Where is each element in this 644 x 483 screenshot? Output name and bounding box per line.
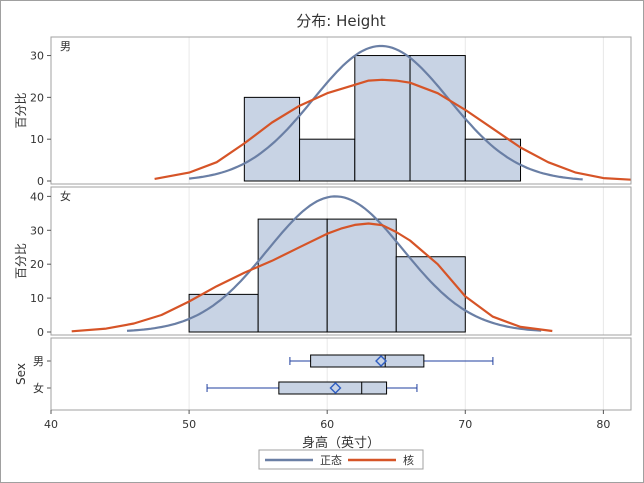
y-axis-label: 百分比 — [14, 243, 28, 279]
box — [310, 354, 425, 368]
y-tick-label: 30 — [30, 224, 44, 237]
category-label: 男 — [33, 355, 44, 368]
category-label: 女 — [33, 381, 44, 395]
panel-label: 男 — [60, 40, 71, 53]
chart-title: 分布: Height — [296, 12, 386, 30]
panel-label: 女 — [60, 189, 71, 203]
panel-frame — [50, 186, 632, 336]
x-tick-label: 70 — [458, 418, 472, 431]
histogram-bar — [409, 55, 466, 182]
x-tick-label: 50 — [182, 418, 196, 431]
y-tick-label: 40 — [30, 190, 44, 203]
y-tick-label: 0 — [37, 175, 44, 188]
x-tick-label: 80 — [596, 418, 610, 431]
y-tick-label: 20 — [30, 91, 44, 104]
legend-label: 正态 — [320, 454, 342, 467]
y-tick-label: 10 — [30, 292, 44, 305]
histogram-bar — [257, 218, 328, 333]
x-tick-label: 40 — [44, 418, 58, 431]
y-tick-label: 20 — [30, 258, 44, 271]
mean-marker — [375, 355, 388, 367]
x-axis-label: 身高（英寸） — [302, 435, 380, 451]
boxplot-panel: 男女 Sex — [14, 337, 632, 411]
legend: 正态 核 — [258, 449, 424, 470]
histogram-bar — [395, 256, 466, 333]
histogram-bar — [299, 138, 356, 182]
histogram-bar — [464, 138, 522, 182]
panel-frame — [50, 36, 632, 185]
kernel-curve — [71, 222, 553, 333]
normal-curve — [188, 44, 583, 181]
kernel-curve — [154, 78, 632, 181]
histogram-bar — [326, 218, 397, 333]
normal-curve — [126, 195, 542, 332]
y-tick-label: 10 — [30, 133, 44, 146]
y-tick-label: 30 — [30, 50, 44, 63]
boxplot-y-label: Sex — [14, 363, 28, 385]
y-tick-label: 0 — [37, 326, 44, 339]
boxplot-frame — [50, 337, 632, 411]
mean-marker — [329, 382, 342, 394]
histogram-bar — [354, 55, 411, 182]
legend-frame — [258, 449, 424, 470]
box — [278, 381, 388, 395]
y-axis-label: 百分比 — [14, 92, 28, 128]
x-tick-label: 60 — [320, 418, 334, 431]
legend-label: 核 — [403, 453, 414, 467]
